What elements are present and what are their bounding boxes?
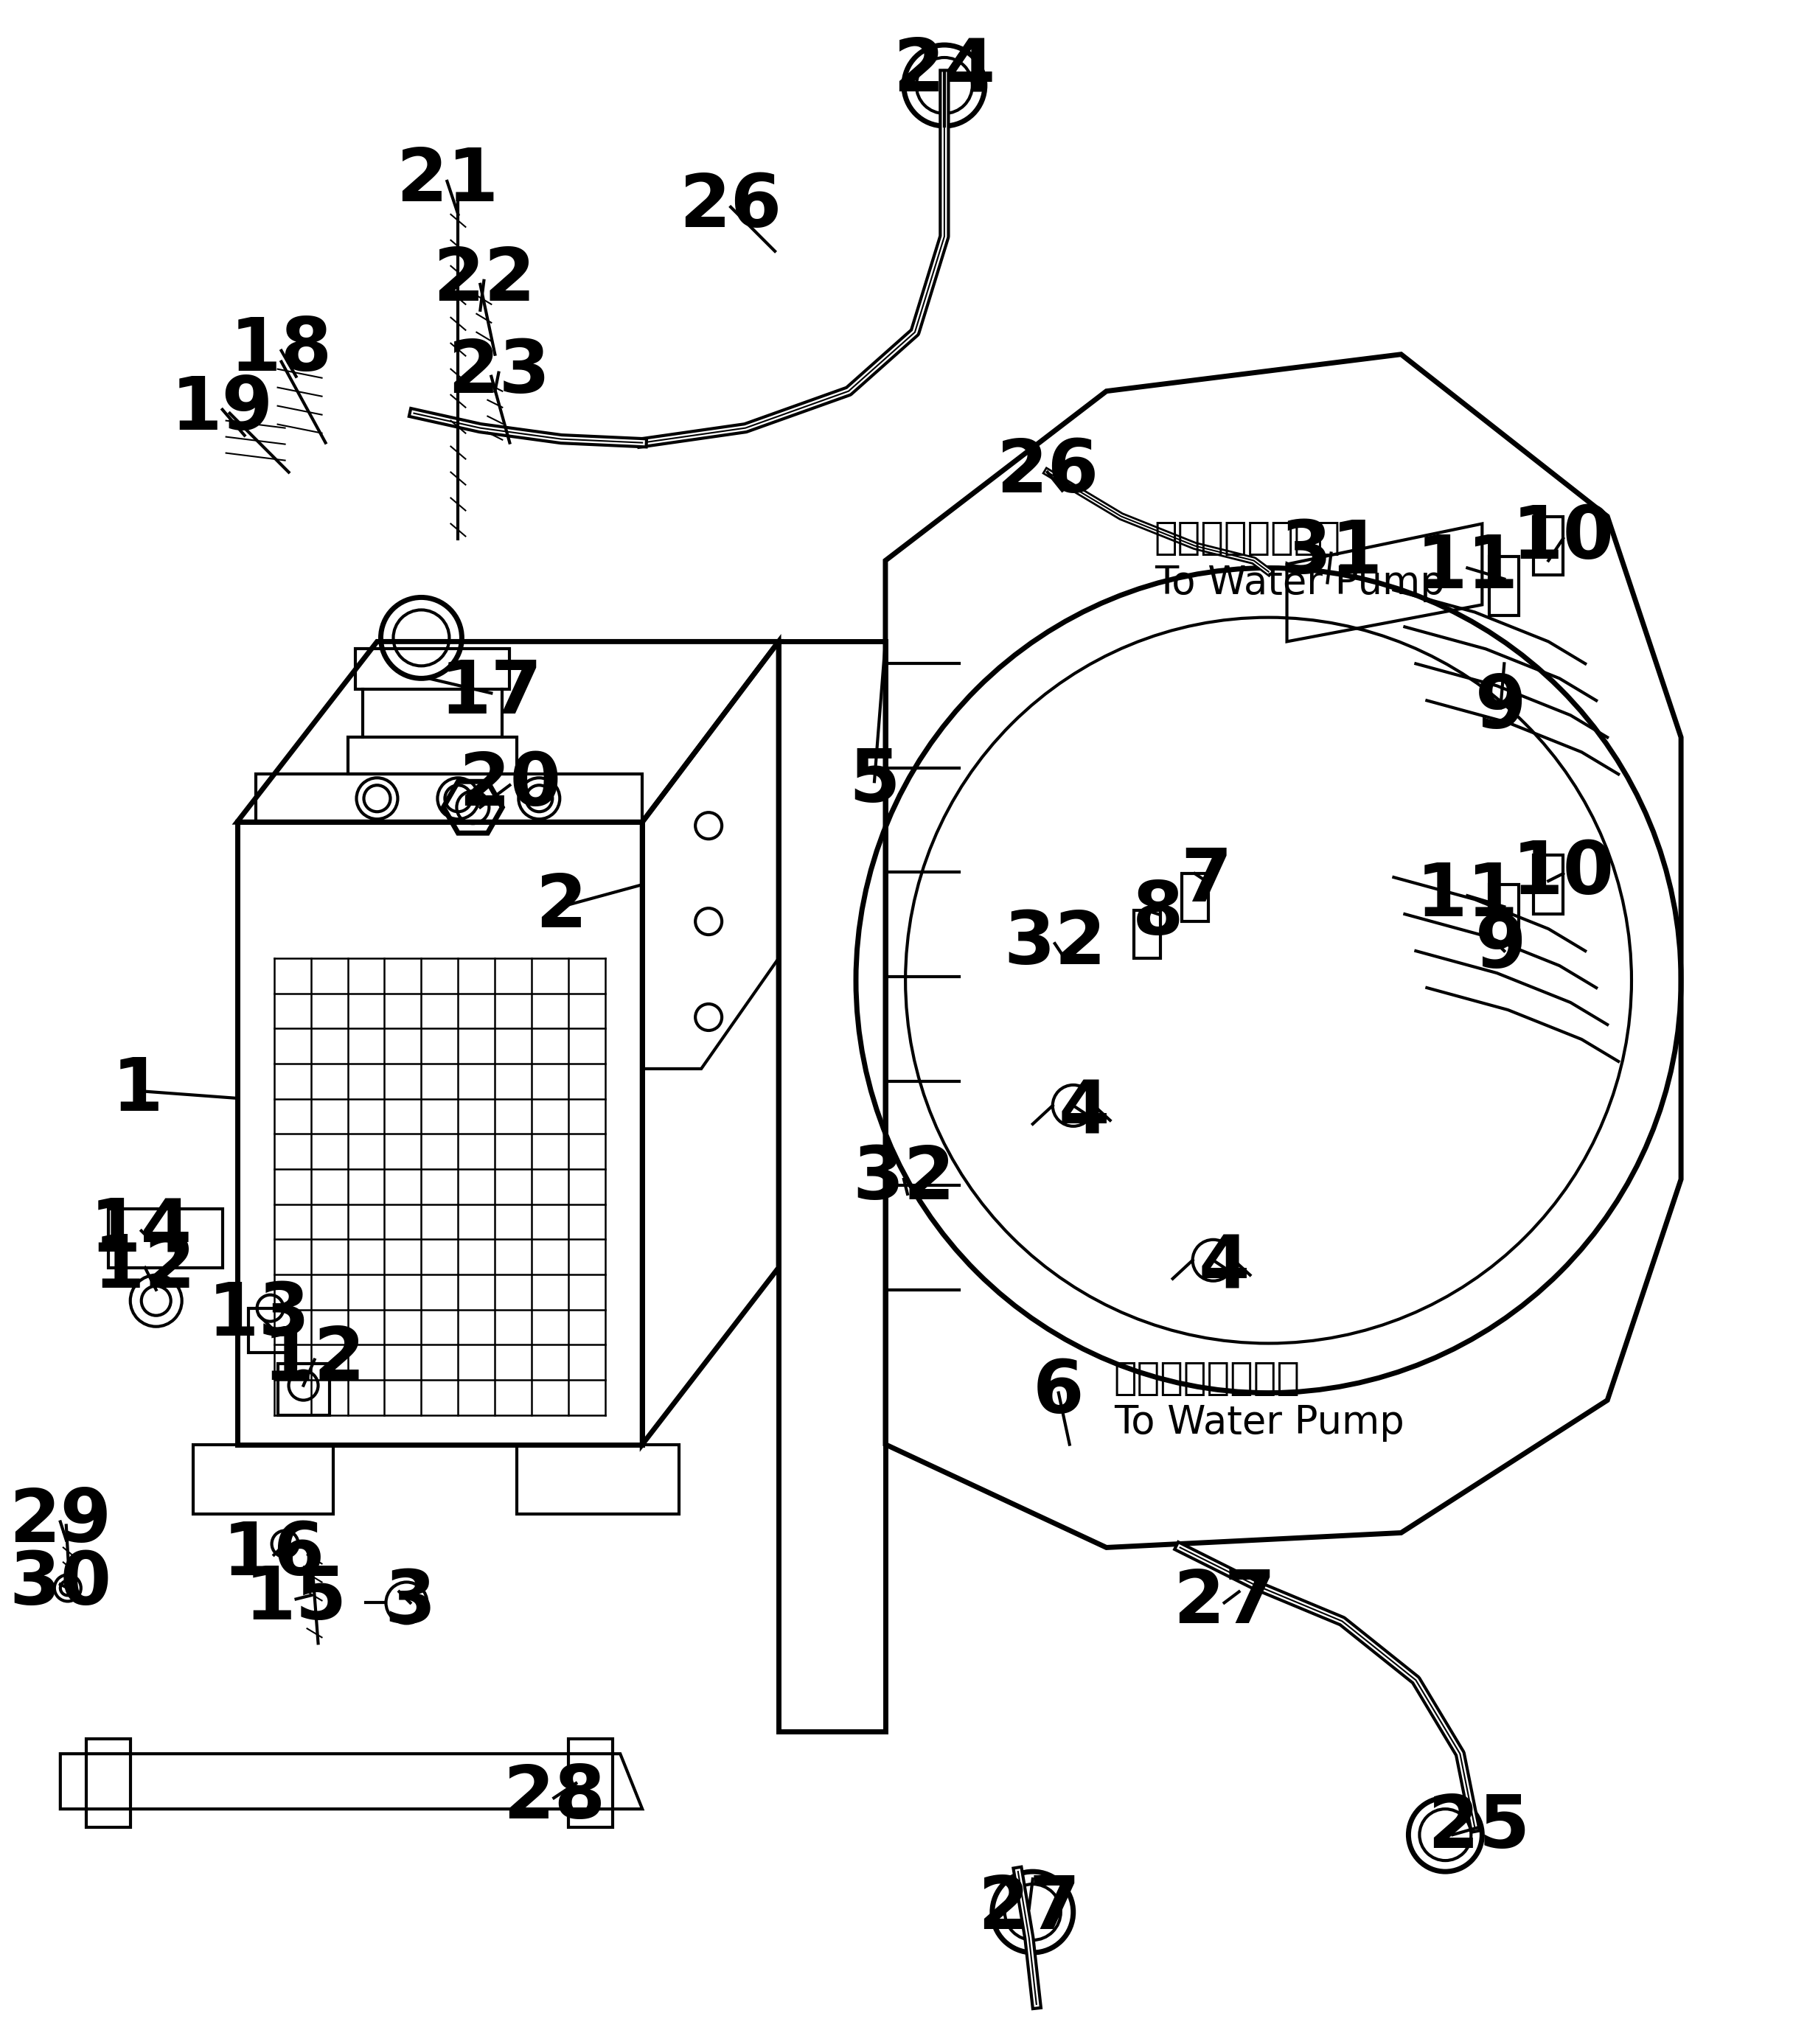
Text: 24: 24 — [893, 35, 995, 106]
Text: 27: 27 — [1173, 1568, 1275, 1639]
Text: 25: 25 — [1427, 1793, 1529, 1864]
Text: 16: 16 — [222, 1519, 325, 1590]
Text: 29: 29 — [9, 1486, 111, 1558]
Text: 13: 13 — [208, 1280, 310, 1351]
Text: ウォータポンプへ
To Water Pump: ウォータポンプへ To Water Pump — [1113, 1359, 1404, 1441]
Text: 21: 21 — [396, 145, 498, 217]
Text: 20: 20 — [459, 750, 561, 822]
Text: 27: 27 — [977, 1872, 1081, 1944]
Text: 22: 22 — [432, 245, 536, 317]
Text: 2: 2 — [536, 871, 586, 942]
Text: 1: 1 — [111, 1055, 163, 1126]
Text: 12: 12 — [264, 1325, 366, 1396]
Text: 19: 19 — [170, 374, 274, 446]
Text: 10: 10 — [1511, 503, 1614, 574]
Text: 28: 28 — [502, 1762, 606, 1833]
Text: 31: 31 — [1280, 517, 1382, 589]
Text: 30: 30 — [9, 1549, 111, 1621]
Text: 18: 18 — [230, 315, 333, 386]
Text: 14: 14 — [90, 1196, 192, 1267]
Circle shape — [518, 779, 559, 820]
Circle shape — [437, 779, 479, 820]
Text: 12: 12 — [93, 1233, 197, 1304]
Text: 4: 4 — [1200, 1233, 1250, 1304]
Text: 5: 5 — [848, 746, 900, 818]
Text: 11: 11 — [1416, 861, 1519, 932]
Text: 9: 9 — [1476, 672, 1526, 744]
Text: 32: 32 — [1004, 908, 1106, 979]
Text: 26: 26 — [680, 172, 782, 243]
Text: 4: 4 — [1058, 1077, 1110, 1149]
Text: 26: 26 — [997, 437, 1099, 507]
Text: 17: 17 — [439, 658, 543, 730]
Text: 3: 3 — [384, 1568, 436, 1639]
Text: 9: 9 — [1476, 912, 1526, 983]
Text: 23: 23 — [446, 337, 550, 409]
Text: 6: 6 — [1033, 1357, 1085, 1429]
Text: 10: 10 — [1511, 838, 1614, 910]
Text: 7: 7 — [1180, 846, 1232, 916]
Text: 8: 8 — [1133, 879, 1183, 950]
Text: 15: 15 — [244, 1564, 348, 1635]
Circle shape — [357, 779, 398, 820]
Text: ウォータポンプへ
To Water Pump: ウォータポンプへ To Water Pump — [1155, 519, 1445, 601]
Text: 32: 32 — [852, 1143, 956, 1214]
Text: 11: 11 — [1416, 531, 1519, 603]
